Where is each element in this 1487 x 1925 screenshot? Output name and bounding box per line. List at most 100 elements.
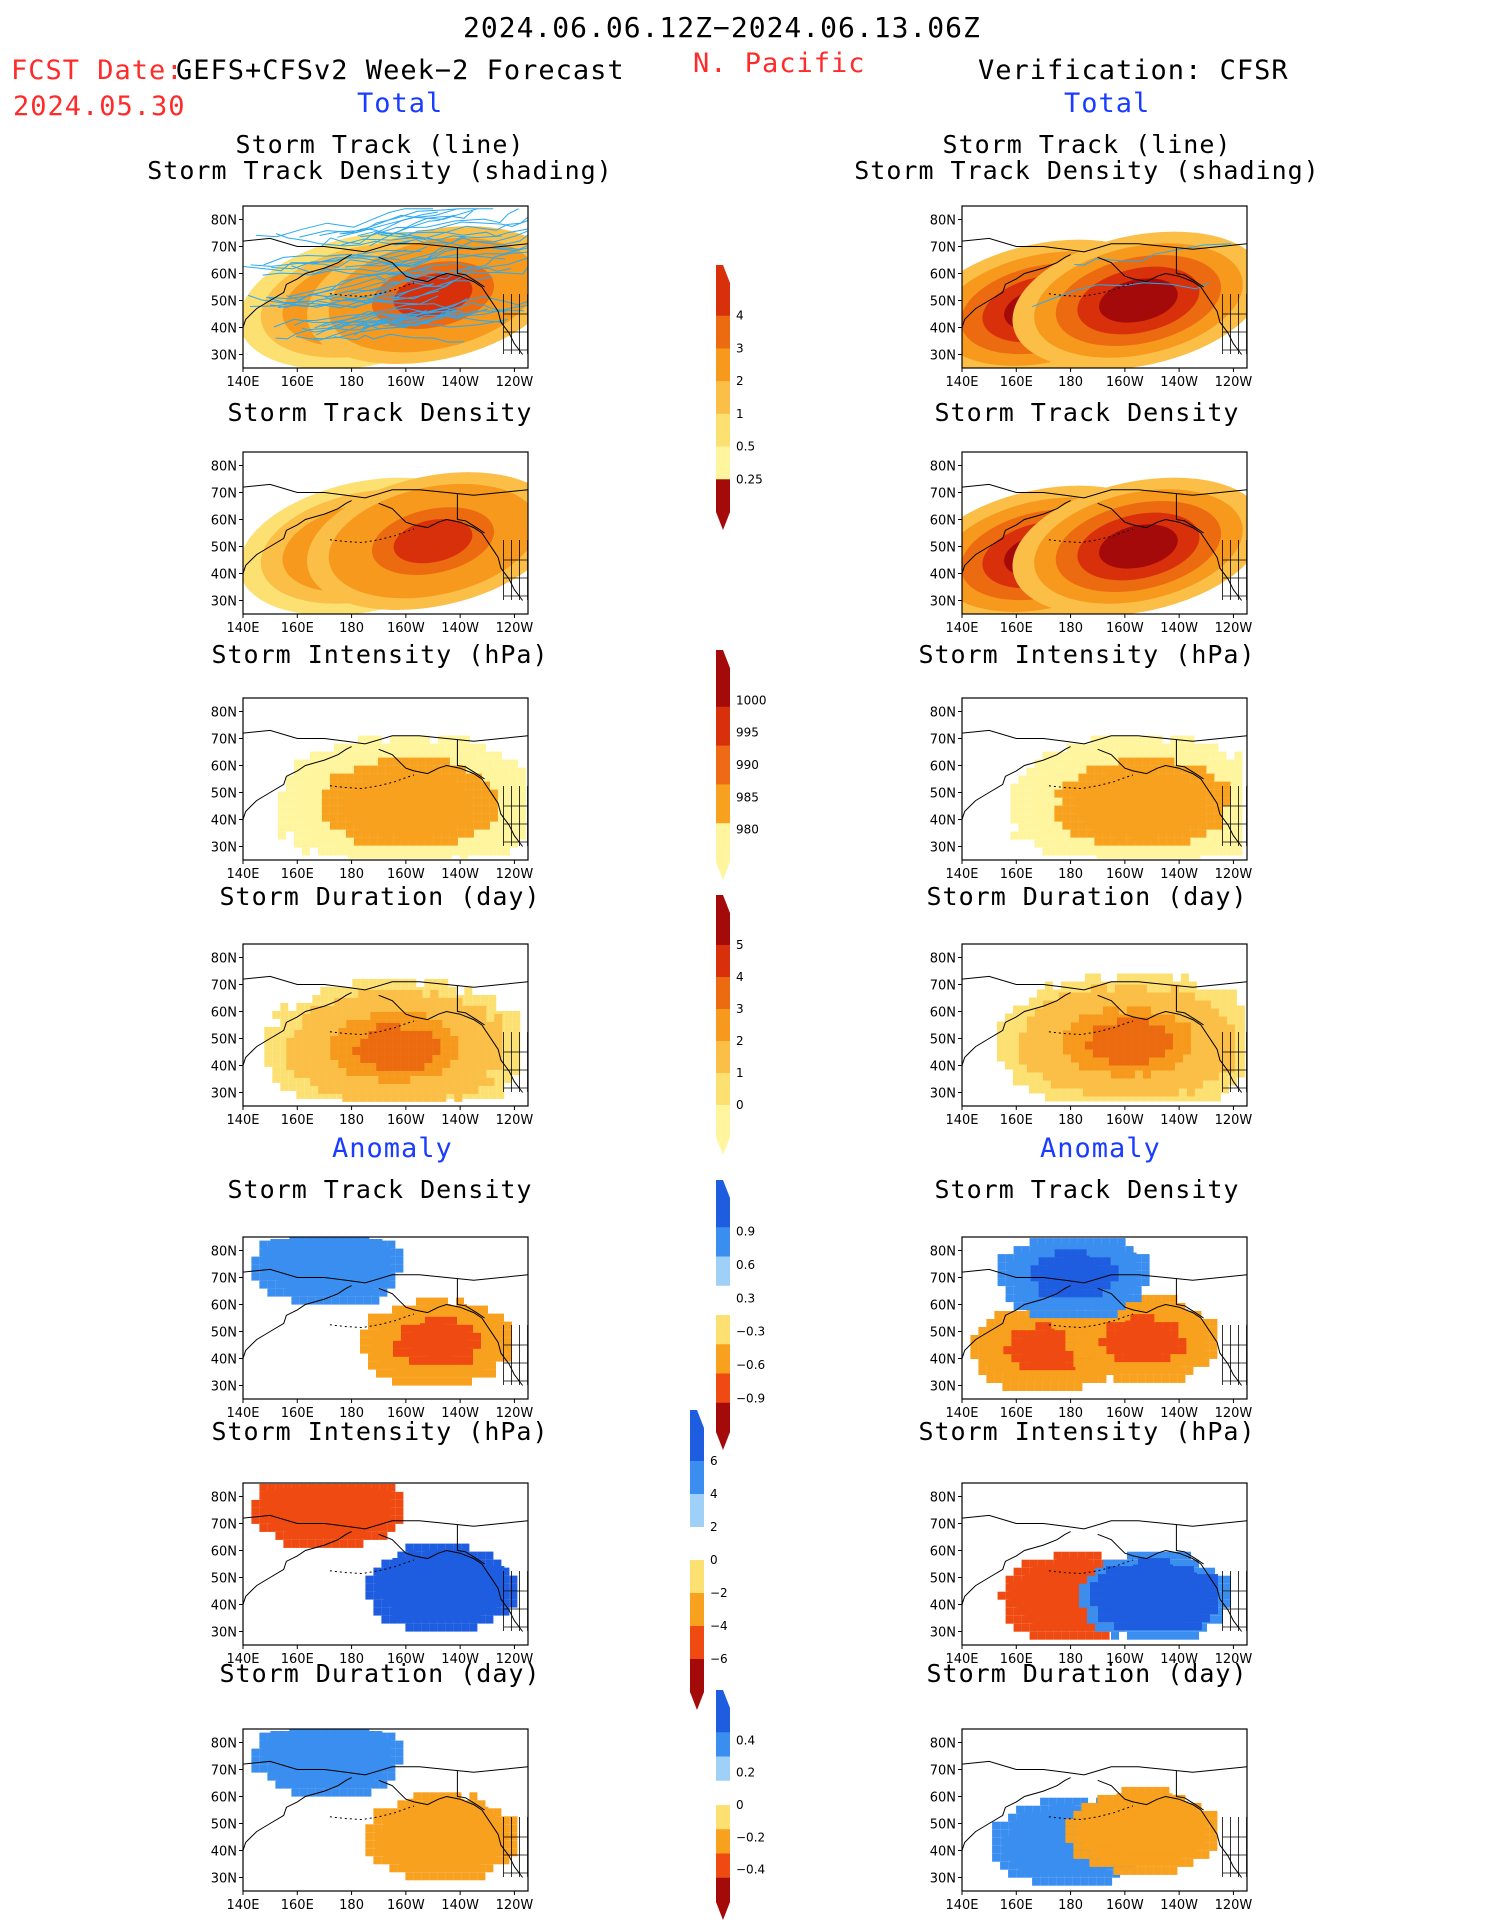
field-cell xyxy=(416,1046,425,1055)
field-cell xyxy=(437,1792,446,1801)
field-cell xyxy=(301,839,310,848)
field-cell xyxy=(311,1485,320,1494)
field-cell xyxy=(414,1851,423,1860)
field-cell xyxy=(517,775,526,784)
field-cell xyxy=(480,1566,489,1574)
field-cell xyxy=(421,795,430,804)
field-cell xyxy=(313,1777,322,1786)
field-cell xyxy=(280,1034,289,1043)
field-cell xyxy=(468,1048,477,1057)
field-cell xyxy=(488,1582,497,1590)
field-cell xyxy=(382,1763,391,1771)
field-cell xyxy=(483,770,492,779)
field-cell xyxy=(496,1574,505,1582)
storm-track-line xyxy=(360,208,519,237)
storm-track-line xyxy=(342,315,460,327)
field-cell xyxy=(264,1058,273,1067)
field-cell xyxy=(1026,815,1035,824)
field-cell xyxy=(468,1040,477,1049)
field-cell xyxy=(385,765,394,774)
field-cell xyxy=(308,1735,317,1744)
field-cell xyxy=(1010,831,1019,840)
field-cell xyxy=(295,1750,304,1759)
field-cell xyxy=(381,1808,390,1817)
field-cell xyxy=(402,1075,411,1084)
field-cell xyxy=(422,1851,431,1860)
field-cell xyxy=(374,1093,383,1102)
field-cell xyxy=(363,1788,372,1797)
field-cell xyxy=(496,1321,504,1330)
field-cell xyxy=(468,1064,477,1073)
field-cell xyxy=(361,1737,370,1746)
field-cell xyxy=(422,1093,431,1102)
field-cell xyxy=(376,1590,385,1598)
field-cell xyxy=(367,784,376,793)
field-cell xyxy=(444,1064,453,1073)
field-cell xyxy=(394,1011,403,1020)
field-cell xyxy=(395,746,404,755)
field-cell xyxy=(429,1623,438,1632)
field-cell xyxy=(461,1800,470,1809)
field-cell xyxy=(416,1806,425,1815)
field-cell xyxy=(264,1050,273,1059)
field-cell xyxy=(475,1821,484,1830)
field-cell xyxy=(374,1522,383,1531)
field-cell xyxy=(374,1271,383,1279)
field-cell xyxy=(418,1019,427,1028)
field-cell xyxy=(433,1585,442,1594)
field-cell xyxy=(438,1562,447,1571)
lon-tick-label: 140W xyxy=(441,621,479,636)
field-cell xyxy=(331,762,340,771)
field-cell xyxy=(372,1080,381,1089)
field-cell xyxy=(319,1266,328,1275)
field-cell xyxy=(406,1843,415,1852)
field-cell xyxy=(301,831,310,840)
field-cell xyxy=(440,1798,449,1807)
field-cell xyxy=(272,1066,281,1075)
field-cell xyxy=(264,1026,273,1035)
field-cell xyxy=(277,799,286,808)
lon-tick-label: 160W xyxy=(387,375,425,390)
field-cell xyxy=(426,1019,435,1028)
field-cell xyxy=(401,757,410,766)
field-cell xyxy=(446,1085,455,1094)
field-cell xyxy=(435,1805,444,1814)
field-cell xyxy=(401,1332,409,1341)
field-cell xyxy=(293,791,302,800)
field-cell xyxy=(324,1056,333,1065)
field-cell xyxy=(448,1305,456,1314)
field-cell xyxy=(339,1788,348,1797)
map-panel-right-2: 140E 160E 180 160W 140W 120W80N70N60N50N40N30… xyxy=(930,451,1252,636)
field-cell xyxy=(453,847,462,856)
field-cell xyxy=(415,824,424,833)
field-cell xyxy=(449,1817,458,1826)
field-cell xyxy=(405,803,414,812)
field-cell xyxy=(433,829,442,838)
field-cell xyxy=(330,1051,339,1060)
field-cell xyxy=(376,1022,385,1031)
field-cell xyxy=(371,1288,380,1297)
field-cell xyxy=(456,1558,465,1566)
storm-track-line xyxy=(319,208,478,236)
field-cell xyxy=(452,1016,461,1025)
field-cell xyxy=(421,1872,430,1881)
field-cell xyxy=(435,850,444,859)
region-label: N. Pacific xyxy=(693,48,866,79)
field-cell xyxy=(421,811,430,820)
field-cell xyxy=(345,781,354,790)
field-cell xyxy=(384,1054,393,1063)
field-cell xyxy=(389,735,398,744)
field-cell xyxy=(478,1334,486,1343)
field-cell xyxy=(328,1090,337,1099)
field-cell xyxy=(509,1824,518,1833)
field-cell xyxy=(338,1035,347,1044)
field-cell xyxy=(478,1350,486,1359)
field-cell xyxy=(397,795,406,804)
field-cell xyxy=(364,1259,373,1268)
field-cell xyxy=(347,834,356,843)
field-cell xyxy=(386,1067,395,1076)
field-cell xyxy=(496,1082,505,1091)
field-cell xyxy=(329,1729,338,1738)
field-cell xyxy=(329,1237,338,1246)
field-cell xyxy=(373,743,382,752)
